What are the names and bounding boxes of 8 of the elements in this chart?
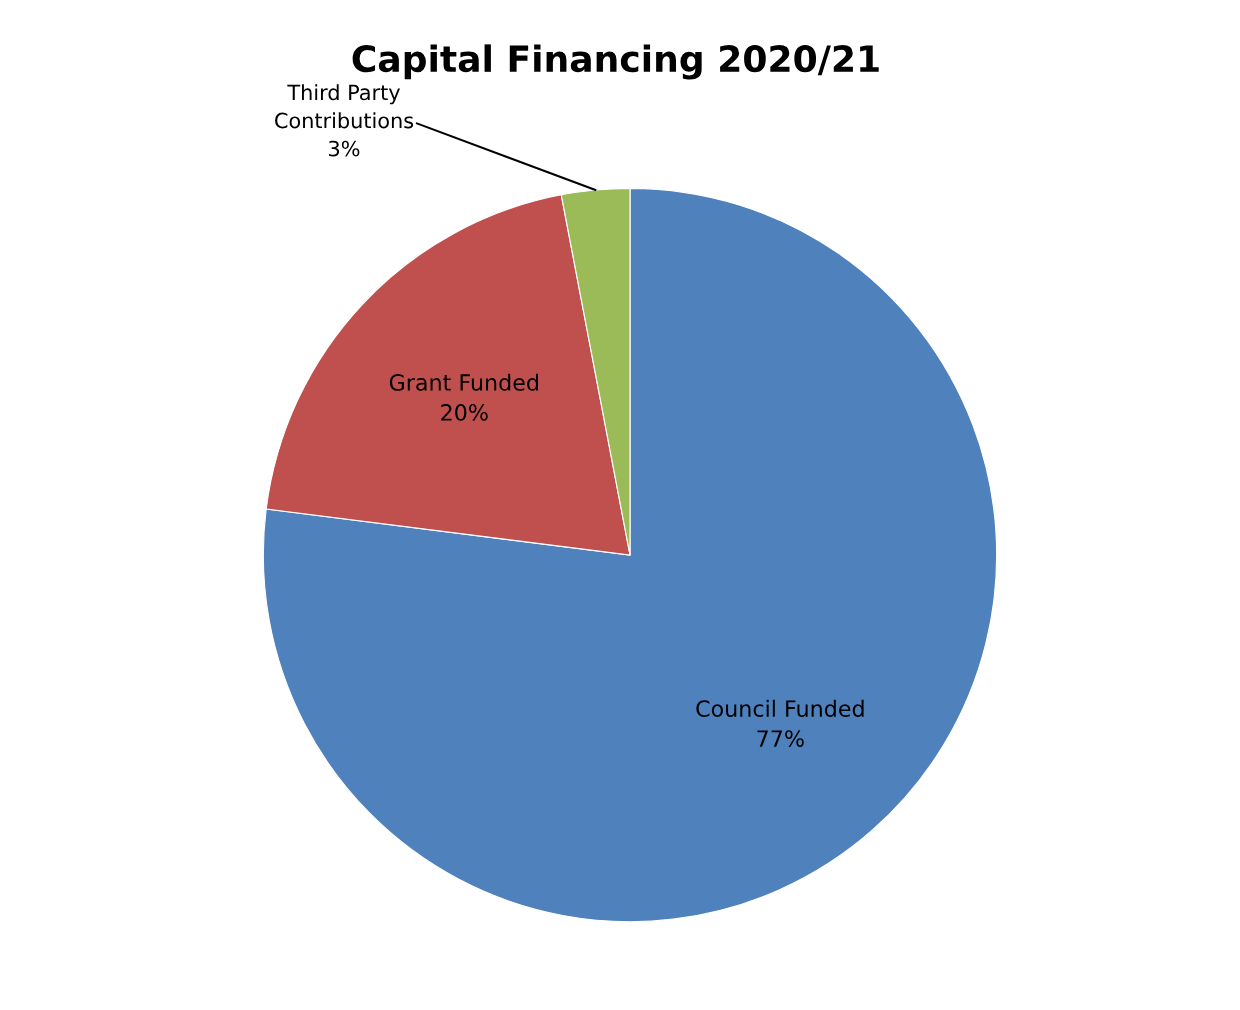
data-label: 77% (757, 730, 804, 747)
pie-slice (262, 187, 998, 923)
slice-label: Grant Funded (389, 373, 538, 391)
data-label: 20% (441, 403, 488, 421)
chart-title: Capital Financing 2020/21 (352, 44, 879, 80)
data-label: 3% (329, 140, 360, 157)
slice-label: Third Party Contributions (275, 84, 414, 129)
slice-label: Council Funded (696, 699, 864, 717)
